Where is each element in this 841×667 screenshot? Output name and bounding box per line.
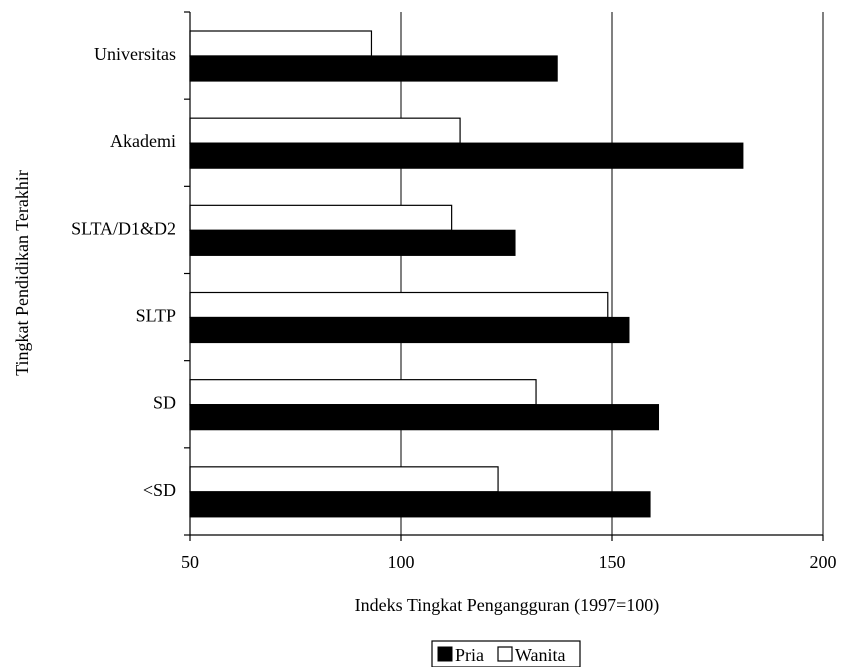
x-tick-label: 50 bbox=[181, 552, 199, 572]
y-tick-label: SD bbox=[153, 393, 176, 413]
bars bbox=[189, 30, 744, 518]
y-tick-label: SLTA/D1&D2 bbox=[71, 218, 176, 238]
legend-swatch-wanita bbox=[497, 646, 513, 662]
y-tick-label: Akademi bbox=[110, 131, 176, 151]
bar-pria bbox=[189, 55, 558, 82]
bar-pria bbox=[189, 316, 630, 344]
x-tick-label: 200 bbox=[810, 552, 837, 572]
bar-wanita bbox=[189, 30, 373, 57]
legend-label-pria: Pria bbox=[455, 645, 484, 665]
axes bbox=[184, 11, 824, 541]
x-axis-title: Indeks Tingkat Pengangguran (1997=100) bbox=[355, 595, 660, 616]
y-tick-label: Universitas bbox=[94, 44, 176, 64]
tick-labels: Universitas Akademi SLTA/D1&D2 SLTP SD <SD 50 1… bbox=[71, 44, 836, 572]
y-tick-label: <SD bbox=[143, 480, 176, 500]
legend-label-wanita: Wanita bbox=[515, 645, 566, 665]
legend-box bbox=[431, 640, 581, 667]
legend-swatch-pria bbox=[437, 646, 453, 662]
bar-pria bbox=[189, 491, 651, 518]
x-tick-label: 100 bbox=[388, 552, 415, 572]
x-tick-label: 150 bbox=[599, 552, 626, 572]
y-tick-label: SLTP bbox=[136, 306, 176, 326]
bar-wanita bbox=[189, 379, 537, 406]
bar-wanita bbox=[189, 204, 453, 231]
bar-wanita bbox=[189, 466, 499, 493]
bar-wanita bbox=[189, 291, 609, 319]
y-axis-title: Tingkat Pendidikan Terakhir bbox=[12, 170, 32, 376]
legend: Pria Wanita bbox=[431, 640, 581, 667]
bar-pria bbox=[189, 404, 660, 431]
gridlines bbox=[400, 12, 824, 535]
bar-pria bbox=[189, 229, 516, 256]
bar-pria bbox=[189, 142, 744, 169]
bar-wanita bbox=[189, 117, 461, 144]
